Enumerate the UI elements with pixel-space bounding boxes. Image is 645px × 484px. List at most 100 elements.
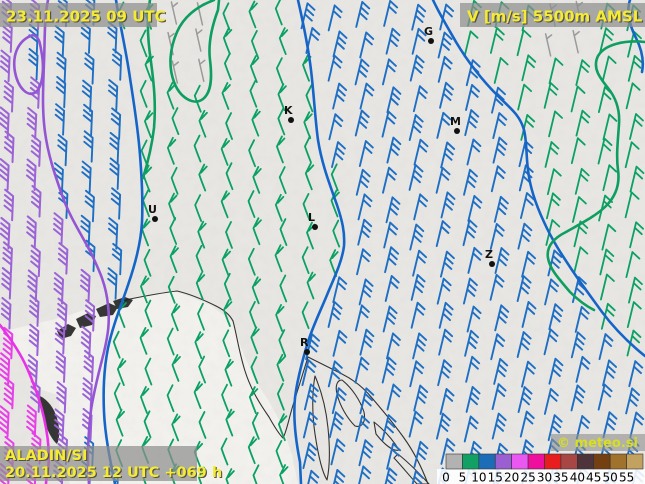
wind-barb [171,413,181,442]
wind-barb [382,166,397,194]
wind-barb [81,407,93,441]
wind-barb [412,85,428,113]
wind-barb [276,353,286,382]
isotach-blue-right [431,0,645,358]
wind-barb [0,158,10,191]
wind-barb [109,157,120,190]
wind-barb [57,133,68,167]
wind-barb [225,162,234,191]
wind-barb [601,55,617,83]
wind-barb [386,136,402,164]
isotach-purple [41,0,111,484]
wind-barb [384,275,400,302]
wind-barb [0,106,10,139]
wind-barb [144,110,154,139]
wind-barb [516,275,532,303]
wind-barb [248,0,258,29]
wind-barb [463,168,478,196]
wind-barb [628,360,644,388]
wind-barb [55,75,67,109]
wind-barb [412,332,428,360]
legend-tick-label: 40 [570,471,585,484]
wind-barb [54,322,66,355]
wind-barb [330,438,346,466]
wind-barb [0,216,11,250]
wind-barb [408,114,424,141]
wind-barb [625,251,641,278]
model-overlay-box [0,446,197,481]
wind-barb [195,28,203,52]
wind-barb [439,250,455,278]
wind-barb [625,82,641,110]
wind-barb [279,464,289,484]
legend-tick-label: 50 [603,471,618,484]
wind-barb [490,333,506,361]
wind-barb [359,387,375,415]
copyright-label: © meteo.si [557,436,638,451]
wind-barb [494,247,510,275]
wind-barb [53,408,65,441]
wind-barb [519,439,534,467]
wind-barb [386,86,402,114]
wind-barb [84,189,95,223]
city-label: G [424,25,433,38]
city-dot [312,224,318,230]
legend-tick-label: 10 [471,471,486,484]
wind-barb [80,325,92,359]
legend-swatch-40 [577,453,595,470]
wind-barb [327,4,343,32]
wind-barb [516,331,532,358]
wind-barb [602,113,618,141]
wind-barb [627,30,642,58]
wind-barb [518,164,534,192]
wind-barb [358,278,374,306]
wind-barb [252,166,262,194]
wind-barb [543,328,559,356]
wind-barb [437,359,453,387]
wind-barb [112,330,121,359]
wind-barb [171,107,180,136]
wind-barb [492,112,508,140]
wind-barb [467,194,483,222]
wind-barb [139,326,149,355]
wind-barb [26,215,37,248]
wind-barb [109,131,120,165]
wind-barb [464,109,480,137]
wind-barb [386,332,401,360]
city-label: R [300,336,309,349]
wind-barb [301,359,317,387]
wind-barb [251,108,261,137]
wind-barb [626,301,642,328]
wind-barb [166,384,175,413]
wind-barb [113,382,122,411]
city-label: M [450,115,461,128]
wind-barb [140,385,150,414]
wind-barb [166,327,175,356]
wind-barb [438,301,454,329]
wind-barb [411,3,427,31]
wind-barb [81,160,92,194]
city-marker-G: G [424,25,434,44]
isotach-green-right [546,40,645,312]
wind-barb [143,410,152,439]
isotach-blue-left [102,0,144,484]
wind-barb [28,48,39,81]
model-name-shadow: ALADIN/SI [6,449,88,465]
wind-barb [26,404,37,438]
city-dot [454,128,460,134]
wind-barb [602,411,618,439]
wind-barb [198,411,207,439]
wind-barb [548,110,563,138]
wind-barb [198,163,208,192]
wind-barb [381,110,397,138]
wind-barb [435,220,451,248]
wind-barb [543,81,559,109]
isotach-green-left [141,0,157,180]
wind-barb [411,27,427,55]
wind-barb [412,249,428,277]
legend-ticks-background [437,469,645,484]
wind-barb [249,55,260,83]
wind-barb [463,415,479,443]
wind-barb [548,57,564,85]
